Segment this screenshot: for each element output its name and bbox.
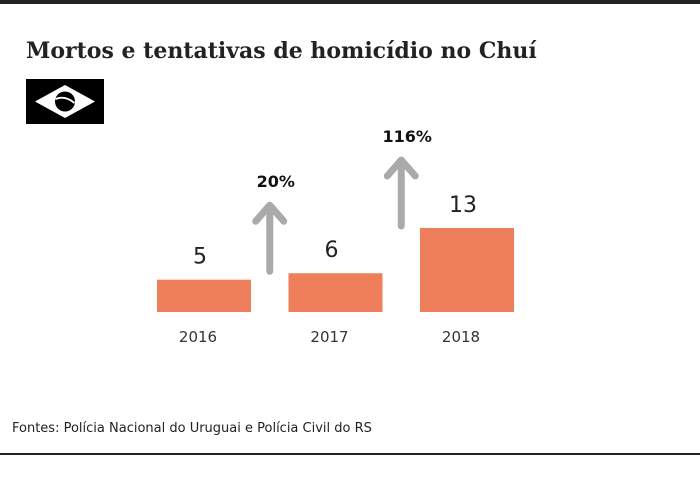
growth-arrow-2018: [383, 156, 419, 230]
source-note: Fontes: Polícia Nacional do Uruguai e Po…: [12, 421, 372, 436]
bar-2017: [288, 273, 383, 312]
top-rule: [0, 0, 700, 4]
x-tick-label-2018: 2018: [442, 328, 480, 346]
bottom-rule: [0, 453, 700, 455]
x-tick-label-2017: 2017: [310, 328, 348, 346]
bars-layer: [157, 228, 514, 312]
bar-2016: [157, 279, 251, 312]
growth-arrow-2017: [252, 201, 288, 275]
labels-layer: 5 2016 6 2017 13 2018 20% 116%: [179, 127, 480, 346]
brazil-flag-icon: [26, 79, 104, 124]
bar-2018: [420, 228, 514, 312]
value-label-2018: 13: [449, 193, 477, 218]
chart-title: Mortos e tentativas de homicídio no Chuí: [26, 38, 537, 64]
value-label-2017: 6: [325, 238, 339, 263]
arrows-layer: [252, 156, 419, 275]
value-label-2016: 5: [193, 245, 207, 270]
growth-label-2018: 116%: [383, 127, 432, 146]
x-tick-label-2016: 2016: [179, 328, 217, 346]
growth-label-2017: 20%: [257, 172, 295, 191]
